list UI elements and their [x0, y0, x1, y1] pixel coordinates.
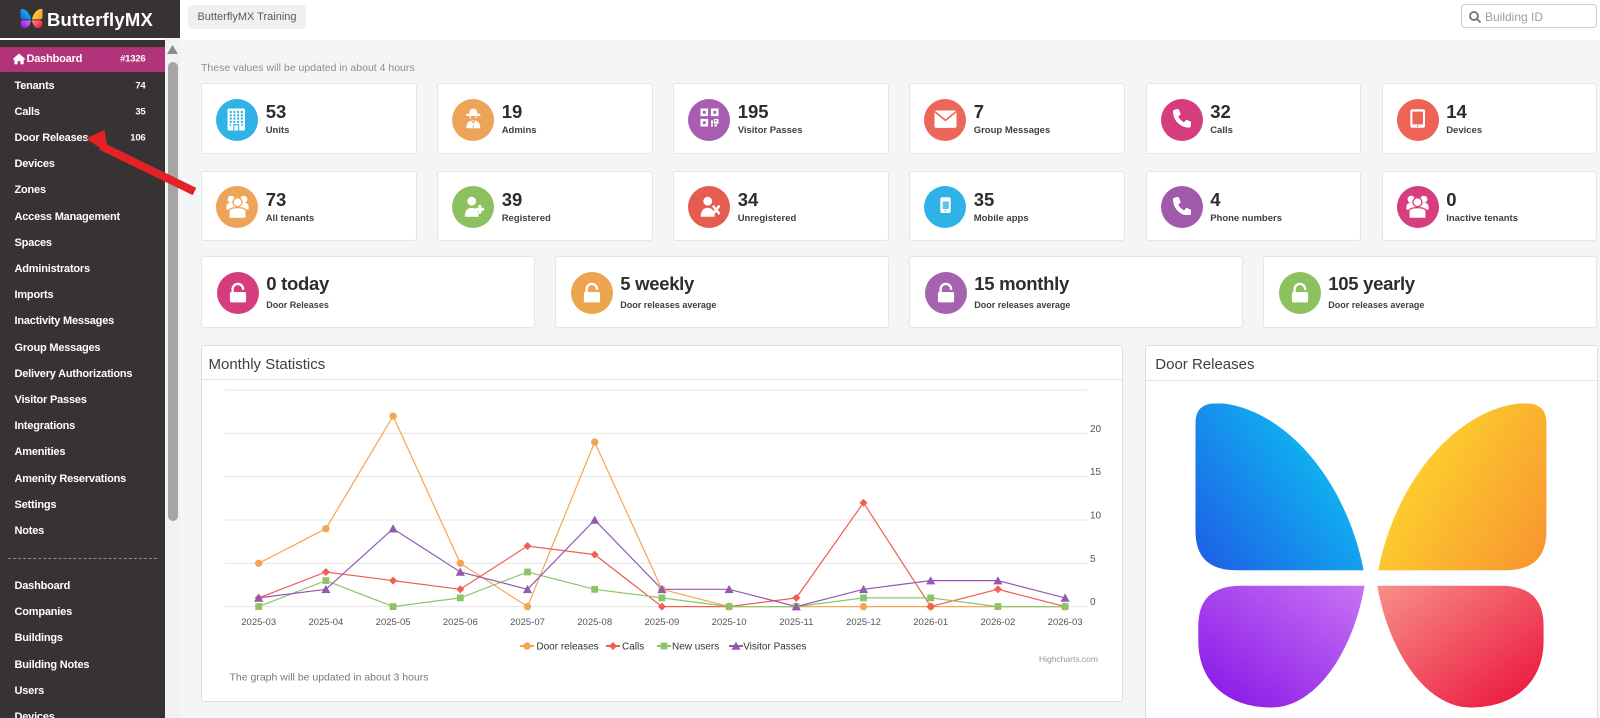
svg-text:2025-08: 2025-08	[577, 617, 612, 628]
svg-text:10: 10	[1090, 511, 1102, 522]
svg-text:2025-10: 2025-10	[712, 617, 747, 628]
svg-text:2025-12: 2025-12	[846, 617, 881, 628]
svg-text:The graph will be updated in a: The graph will be updated in about 3 hou…	[230, 672, 429, 684]
svg-text:2025-06: 2025-06	[443, 617, 478, 628]
svg-text:2025-09: 2025-09	[644, 617, 679, 628]
svg-text:2025-03: 2025-03	[241, 617, 276, 628]
svg-text:Highcharts.com: Highcharts.com	[1039, 654, 1098, 664]
svg-text:Door releases: Door releases	[536, 642, 598, 653]
svg-text:5: 5	[1090, 554, 1096, 565]
svg-text:0: 0	[1090, 597, 1096, 608]
svg-text:2026-01: 2026-01	[913, 617, 948, 628]
svg-text:2025-11: 2025-11	[779, 617, 813, 628]
svg-text:Calls: Calls	[622, 642, 644, 653]
svg-text:Visitor Passes: Visitor Passes	[743, 642, 806, 653]
svg-text:2026-02: 2026-02	[980, 617, 1015, 628]
svg-text:15: 15	[1090, 467, 1102, 478]
svg-text:2025-05: 2025-05	[376, 617, 411, 628]
svg-text:20: 20	[1090, 424, 1102, 435]
svg-text:2025-07: 2025-07	[510, 617, 545, 628]
svg-text:2026-03: 2026-03	[1048, 617, 1083, 628]
svg-text:New users: New users	[672, 642, 719, 653]
svg-text:2025-04: 2025-04	[308, 617, 343, 628]
